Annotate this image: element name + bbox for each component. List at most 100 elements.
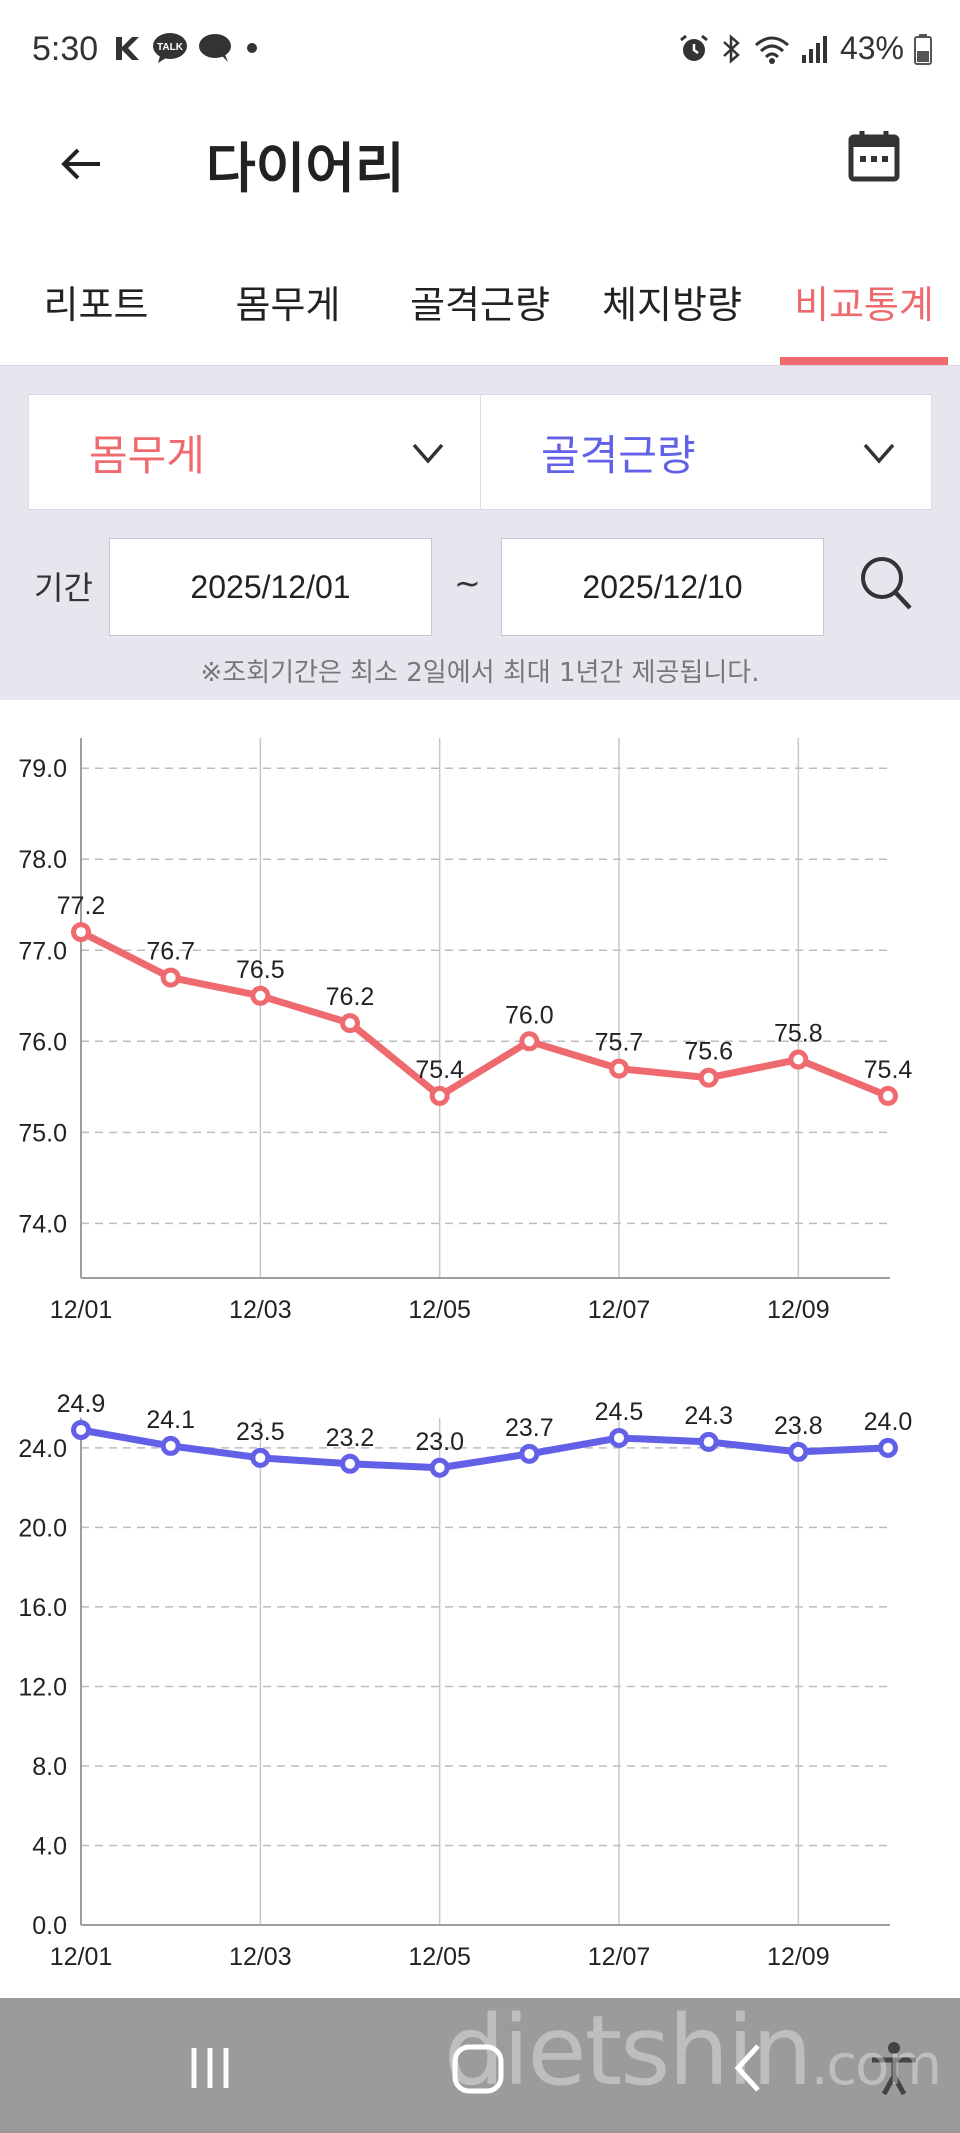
data-point: [878, 1437, 898, 1458]
tab-bar: 리포트 몸무게 골격근량 체지방량 비교통계: [0, 250, 960, 365]
data-label: 23.8: [774, 1412, 823, 1440]
back-nav-icon: [734, 2044, 760, 2092]
x-tick-label: 12/01: [50, 1943, 113, 1971]
data-label: 24.3: [684, 1402, 733, 1430]
x-tick-label: 12/05: [408, 1943, 471, 1971]
data-label: 23.5: [236, 1418, 285, 1446]
data-label: 76.5: [236, 956, 285, 984]
y-tick-label: 76.0: [18, 1028, 67, 1056]
status-right: 43%: [678, 30, 932, 67]
y-tick-label: 20.0: [18, 1514, 67, 1542]
battery-percent: 43%: [839, 30, 904, 66]
data-label: 77.2: [57, 892, 106, 920]
series-line: [79, 928, 890, 1100]
data-label: 75.6: [684, 1038, 733, 1066]
y-tick-label: 24.0: [18, 1435, 67, 1463]
data-point: [698, 1431, 719, 1452]
data-label: 24.9: [57, 1390, 106, 1418]
data-point: [250, 985, 271, 1006]
chevron-down-icon: [412, 443, 444, 464]
x-tick-label: 12/03: [229, 1943, 292, 1971]
y-tick-label: 75.0: [18, 1119, 67, 1147]
tab-label: 비교통계: [794, 283, 934, 327]
home-icon: [452, 2044, 504, 2094]
tab-weight[interactable]: 몸무게: [192, 250, 384, 365]
back-nav-button[interactable]: [720, 2038, 780, 2098]
data-point: [429, 1085, 450, 1106]
data-point: [71, 1420, 91, 1440]
data-point: [788, 1049, 809, 1070]
x-tick-label: 12/03: [229, 1296, 292, 1324]
data-label: 23.7: [505, 1414, 554, 1442]
data-label: 24.1: [146, 1406, 195, 1434]
x-tick-label: 12/09: [767, 1296, 830, 1324]
data-label: 75.7: [595, 1029, 644, 1057]
data-point: [160, 967, 181, 988]
data-point: [250, 1447, 271, 1468]
metric-select-left[interactable]: 몸무게: [29, 395, 480, 509]
metric-select-right[interactable]: 골격근량: [480, 395, 931, 509]
period-notice: ※조회기간은 최소 2일에서 최대 1년간 제공됩니다.: [200, 658, 760, 688]
data-label: 75.4: [864, 1056, 913, 1084]
y-tick-label: 79.0: [18, 755, 67, 783]
tab-body-fat[interactable]: 체지방량: [576, 250, 768, 365]
back-arrow-icon: [61, 148, 100, 180]
data-label: 75.8: [774, 1020, 823, 1048]
search-button[interactable]: [858, 554, 914, 614]
date-separator: ~: [454, 564, 481, 602]
tab-report[interactable]: 리포트: [0, 250, 192, 365]
accessibility-icon: [872, 2042, 916, 2096]
y-tick-label: 8.0: [32, 1753, 67, 1781]
start-date-value: 2025/12/01: [190, 568, 351, 605]
data-label: 23.0: [415, 1428, 464, 1456]
calendar-icon: [848, 131, 900, 182]
y-tick-label: 78.0: [18, 846, 67, 874]
start-date-field[interactable]: 2025/12/01: [109, 538, 432, 636]
end-date-value: 2025/12/10: [582, 568, 743, 605]
back-button[interactable]: [50, 132, 114, 196]
y-tick-label: 74.0: [18, 1210, 67, 1238]
y-tick-label: 16.0: [18, 1594, 67, 1622]
accessibility-button[interactable]: [864, 2038, 924, 2098]
status-left-icons: TALK: [112, 32, 262, 64]
data-point: [71, 922, 91, 943]
y-tick-label: 0.0: [32, 1912, 67, 1940]
series-line: [80, 1426, 889, 1472]
bluetooth-icon: [723, 33, 740, 64]
x-tick-label: 12/09: [767, 1943, 830, 1971]
system-nav-bar: [0, 1998, 960, 2133]
filter-panel: 몸무게 골격근량 기간 2025/12/01 ~ 2025/12/10 ※조회기…: [0, 365, 960, 700]
signal-icon: [801, 35, 827, 63]
data-point: [160, 1435, 181, 1456]
app-bar: 다이어리: [0, 100, 960, 250]
period-label: 기간: [34, 569, 93, 607]
dot-icon: [247, 43, 257, 53]
chevron-down-icon: [863, 443, 895, 464]
tab-label: 골격근량: [410, 283, 550, 327]
data-label: 24.5: [595, 1398, 644, 1426]
y-tick-label: 12.0: [18, 1673, 67, 1701]
home-button[interactable]: [448, 2038, 508, 2098]
data-label: 23.2: [326, 1424, 375, 1452]
x-tick-label: 12/07: [588, 1943, 651, 1971]
talk-badge-text: TALK: [157, 42, 184, 53]
tab-muscle[interactable]: 골격근량: [384, 250, 576, 365]
calendar-button[interactable]: [846, 128, 910, 192]
metric-select-row: 몸무게 골격근량: [28, 394, 932, 510]
data-point: [609, 1427, 629, 1448]
y-tick-label: 77.0: [18, 937, 67, 965]
kakaotalk-icon: TALK: [153, 33, 187, 63]
battery-icon: [914, 33, 932, 65]
tab-label: 몸무게: [235, 283, 341, 327]
data-point: [340, 1013, 360, 1034]
recent-apps-button[interactable]: [180, 2038, 240, 2098]
wifi-icon: [754, 36, 789, 64]
data-label: 76.2: [326, 983, 375, 1011]
data-label: 76.0: [505, 1001, 554, 1029]
tab-compare-stats[interactable]: 비교통계: [768, 250, 960, 365]
status-time: 5:30: [32, 30, 99, 68]
end-date-field[interactable]: 2025/12/10: [501, 538, 824, 636]
data-point: [788, 1441, 809, 1462]
data-label: 75.4: [415, 1056, 464, 1084]
x-tick-label: 12/01: [50, 1296, 113, 1324]
